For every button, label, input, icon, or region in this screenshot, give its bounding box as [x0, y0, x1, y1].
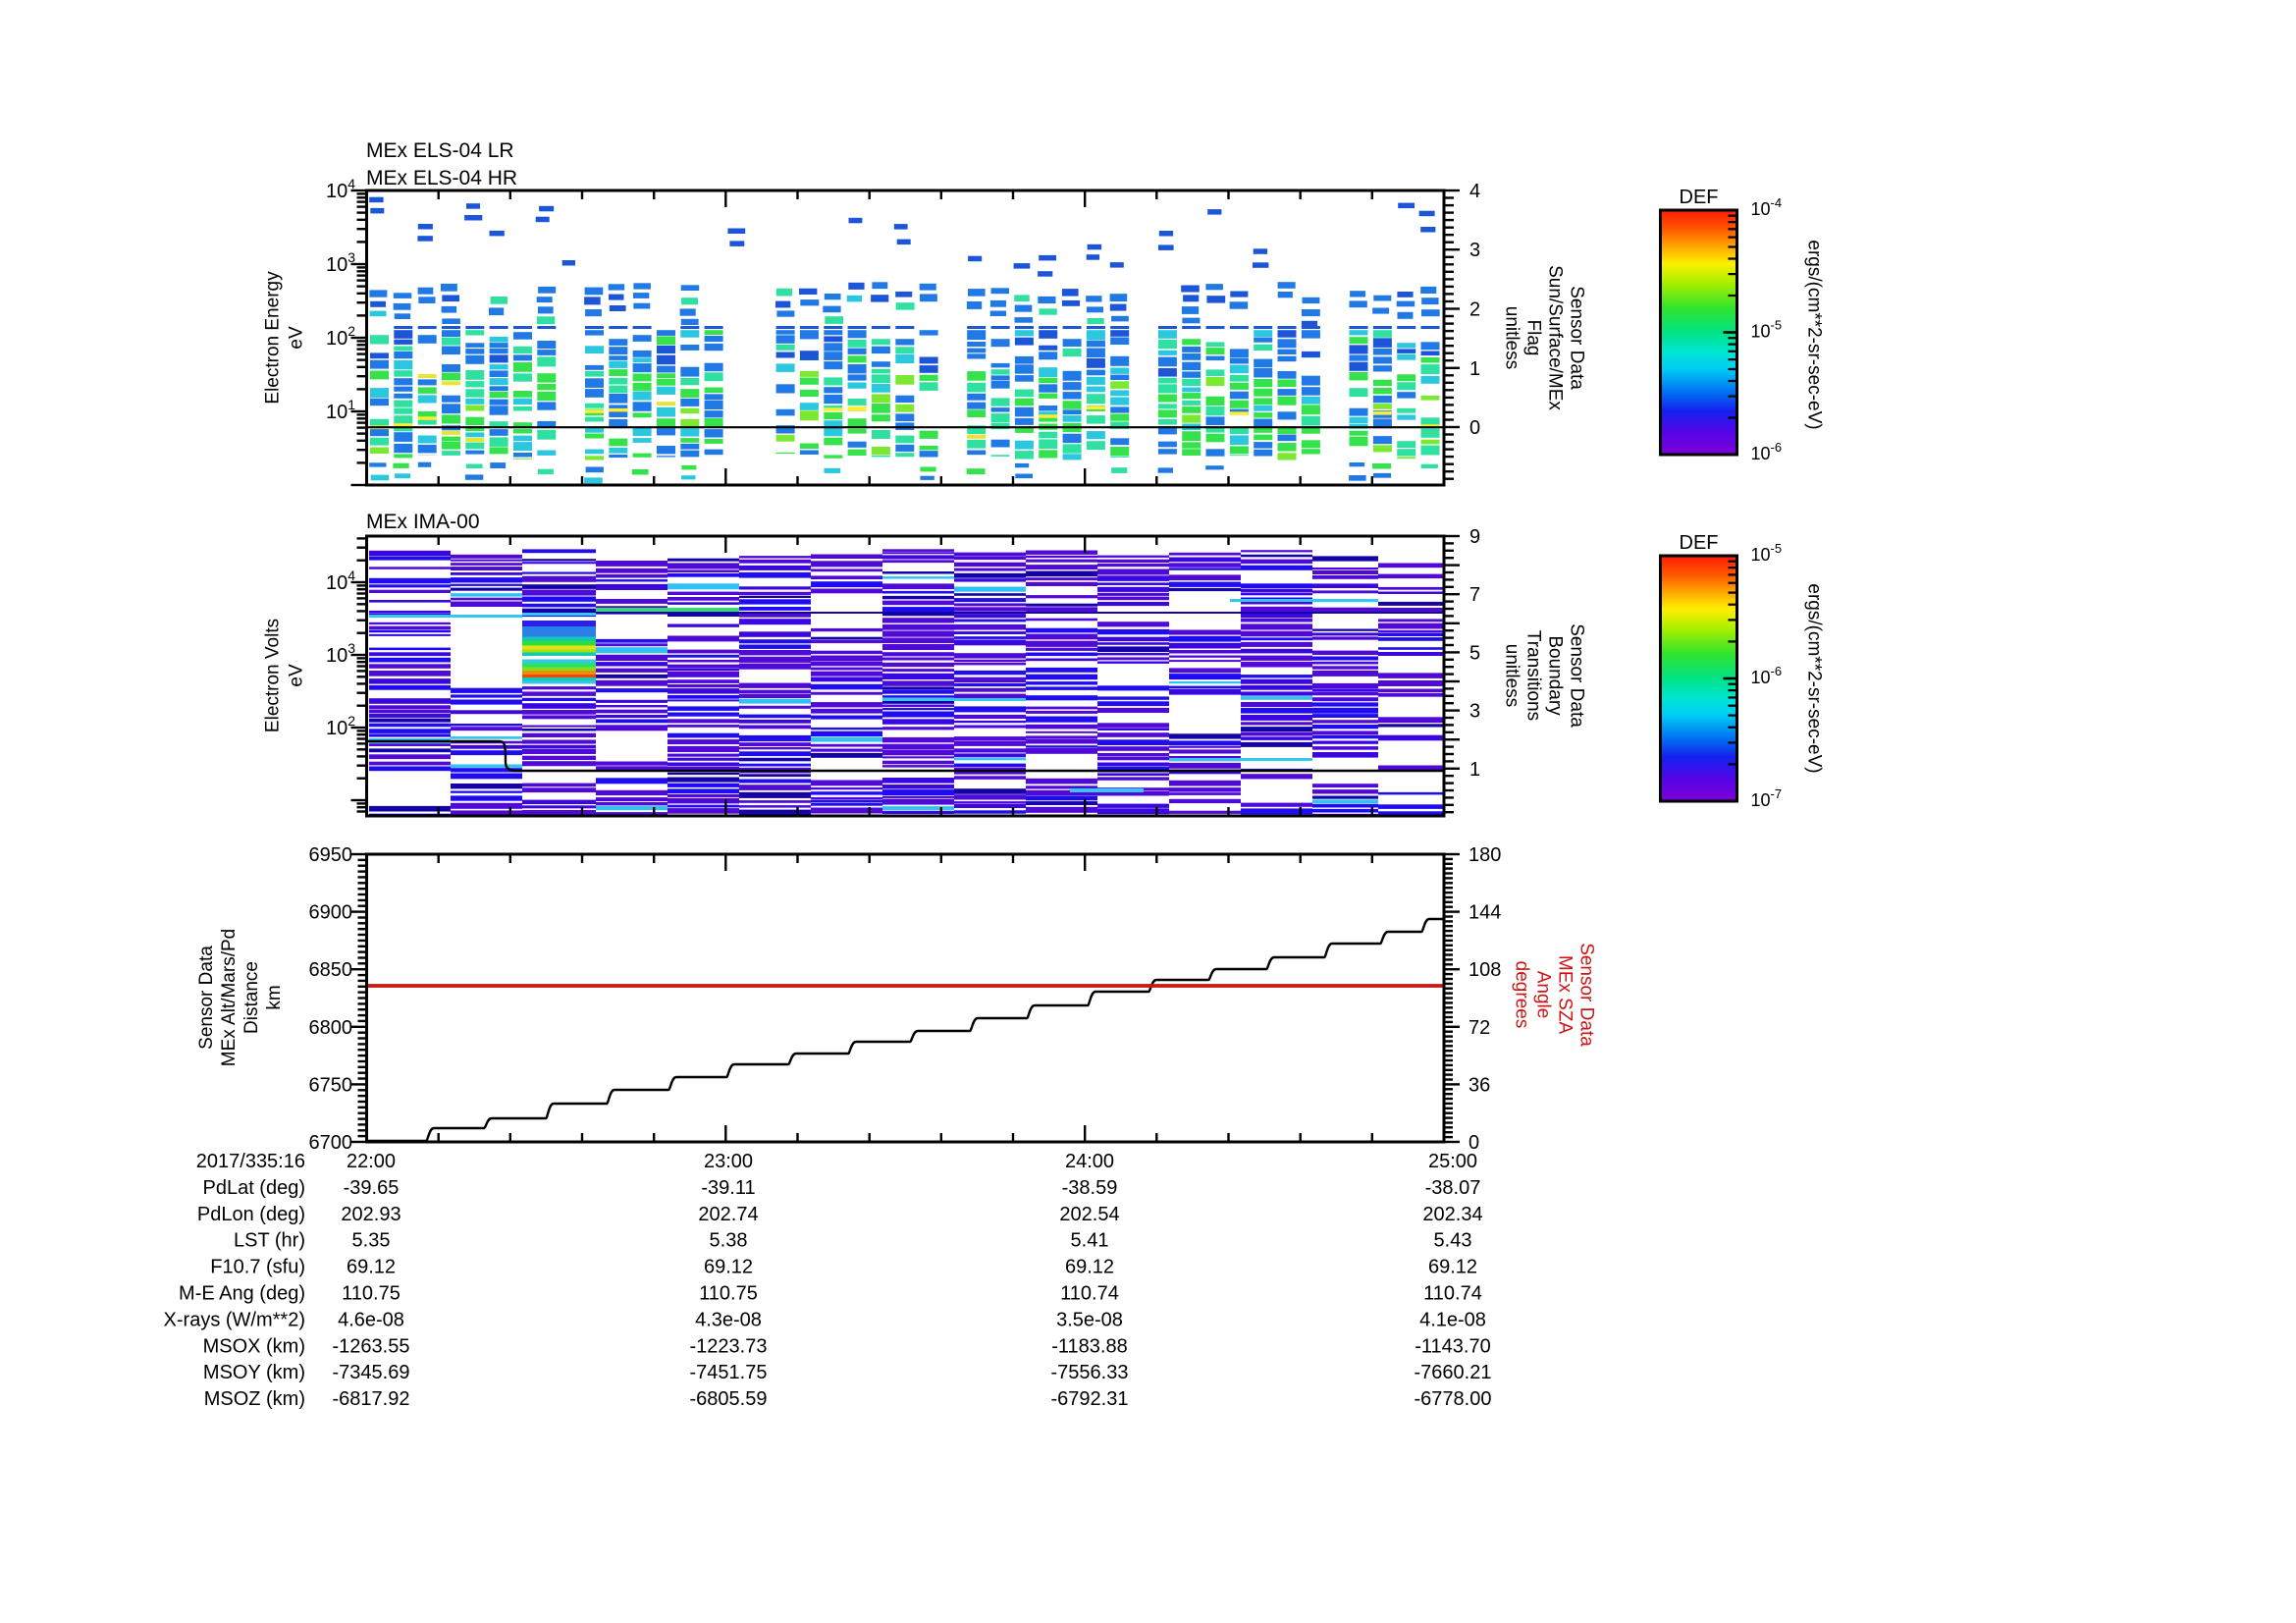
- svg-text:-6805.59: -6805.59: [690, 1388, 768, 1410]
- svg-text:110.75: 110.75: [342, 1283, 400, 1305]
- svg-text:3.5e-08: 3.5e-08: [1056, 1309, 1123, 1330]
- svg-text:X-rays (W/m**2): X-rays (W/m**2): [164, 1309, 305, 1330]
- svg-text:F10.7 (sfu): F10.7 (sfu): [210, 1257, 305, 1278]
- svg-text:6700: 6700: [309, 1132, 353, 1154]
- svg-text:5.43: 5.43: [1434, 1230, 1472, 1252]
- svg-text:PdLat (deg): PdLat (deg): [202, 1177, 305, 1199]
- svg-text:2: 2: [1469, 299, 1480, 321]
- svg-text:7: 7: [1469, 584, 1480, 606]
- svg-text:-39.65: -39.65: [344, 1177, 400, 1199]
- svg-text:ergs/(cm**2-sr-sec-eV): ergs/(cm**2-sr-sec-eV): [1803, 240, 1824, 429]
- svg-text:MSOZ (km): MSOZ (km): [204, 1388, 305, 1410]
- svg-text:6750: 6750: [309, 1074, 353, 1096]
- svg-text:3: 3: [1469, 701, 1480, 723]
- svg-text:MEx IMA-00: MEx IMA-00: [366, 511, 480, 533]
- svg-text:-39.11: -39.11: [701, 1177, 755, 1199]
- svg-text:110.75: 110.75: [699, 1283, 758, 1305]
- svg-text:-6817.92: -6817.92: [333, 1388, 410, 1410]
- svg-text:5: 5: [1469, 642, 1480, 664]
- svg-text:-1263.55: -1263.55: [333, 1335, 410, 1357]
- svg-text:Sensor DataMEx SZAAngledegrees: Sensor DataMEx SZAAngledegrees: [1511, 943, 1596, 1047]
- svg-text:LST (hr): LST (hr): [234, 1230, 305, 1252]
- svg-text:69.12: 69.12: [347, 1257, 396, 1278]
- svg-text:22:00: 22:00: [347, 1151, 396, 1172]
- svg-text:72: 72: [1468, 1017, 1490, 1039]
- svg-text:M-E Ang (deg): M-E Ang (deg): [179, 1283, 305, 1305]
- svg-text:202.93: 202.93: [341, 1204, 400, 1225]
- svg-text:9: 9: [1469, 526, 1480, 548]
- svg-text:4: 4: [1469, 181, 1480, 202]
- svg-text:-38.59: -38.59: [1062, 1177, 1118, 1199]
- svg-text:24:00: 24:00: [1065, 1151, 1114, 1172]
- svg-text:108: 108: [1468, 959, 1501, 981]
- svg-text:6850: 6850: [309, 959, 353, 981]
- svg-text:202.74: 202.74: [698, 1204, 758, 1225]
- svg-text:23:00: 23:00: [704, 1151, 753, 1172]
- svg-text:1: 1: [1469, 759, 1480, 781]
- svg-text:5.35: 5.35: [352, 1230, 391, 1252]
- svg-text:6800: 6800: [309, 1017, 353, 1039]
- svg-text:202.34: 202.34: [1422, 1204, 1482, 1225]
- svg-text:-7556.33: -7556.33: [1051, 1362, 1129, 1383]
- svg-text:6950: 6950: [309, 844, 353, 866]
- svg-text:Sensor DataBoundaryTransitions: Sensor DataBoundaryTransitionsunitless: [1501, 623, 1586, 728]
- svg-text:DEF: DEF: [1680, 532, 1719, 554]
- svg-text:-7451.75: -7451.75: [690, 1362, 768, 1383]
- svg-text:110.74: 110.74: [1423, 1283, 1482, 1305]
- svg-text:69.12: 69.12: [704, 1257, 753, 1278]
- svg-text:-1143.70: -1143.70: [1415, 1335, 1490, 1357]
- svg-text:-1223.73: -1223.73: [690, 1335, 768, 1357]
- svg-text:-7345.69: -7345.69: [333, 1362, 410, 1383]
- svg-text:MEx ELS-04 LR: MEx ELS-04 LR: [366, 139, 514, 162]
- svg-text:202.54: 202.54: [1059, 1204, 1119, 1225]
- svg-text:MEx ELS-04 HR: MEx ELS-04 HR: [366, 167, 517, 189]
- svg-text:-6778.00: -6778.00: [1415, 1388, 1492, 1410]
- svg-text:3: 3: [1469, 240, 1480, 261]
- svg-text:5.41: 5.41: [1071, 1230, 1109, 1252]
- svg-text:36: 36: [1468, 1074, 1490, 1096]
- svg-text:Sensor DataSun/Surface/MExFlag: Sensor DataSun/Surface/MExFlagunitless: [1501, 265, 1586, 410]
- svg-text:-7660.21: -7660.21: [1415, 1362, 1492, 1383]
- svg-text:2017/335:16: 2017/335:16: [196, 1151, 305, 1172]
- svg-text:4.1e-08: 4.1e-08: [1419, 1309, 1486, 1330]
- svg-text:180: 180: [1468, 844, 1501, 866]
- svg-text:ergs/(cm**2-sr-sec-eV): ergs/(cm**2-sr-sec-eV): [1803, 583, 1824, 773]
- svg-text:25:00: 25:00: [1428, 1151, 1477, 1172]
- svg-text:0: 0: [1469, 417, 1480, 439]
- svg-text:-1183.88: -1183.88: [1051, 1335, 1127, 1357]
- svg-text:1: 1: [1469, 358, 1480, 380]
- svg-text:69.12: 69.12: [1428, 1257, 1477, 1278]
- svg-text:69.12: 69.12: [1065, 1257, 1114, 1278]
- svg-text:4.6e-08: 4.6e-08: [338, 1309, 404, 1330]
- svg-text:0: 0: [1468, 1132, 1479, 1154]
- svg-text:PdLon (deg): PdLon (deg): [197, 1204, 305, 1225]
- svg-text:144: 144: [1468, 902, 1501, 924]
- svg-text:103: 103: [326, 640, 355, 667]
- svg-text:MSOX (km): MSOX (km): [203, 1335, 305, 1357]
- svg-text:-6792.31: -6792.31: [1051, 1388, 1129, 1410]
- svg-text:110.74: 110.74: [1060, 1283, 1119, 1305]
- svg-text:6900: 6900: [309, 902, 353, 924]
- svg-text:4.3e-08: 4.3e-08: [695, 1309, 762, 1330]
- svg-text:DEF: DEF: [1680, 187, 1719, 208]
- svg-text:-38.07: -38.07: [1425, 1177, 1481, 1199]
- svg-text:MSOY (km): MSOY (km): [203, 1362, 305, 1383]
- svg-text:5.38: 5.38: [710, 1230, 748, 1252]
